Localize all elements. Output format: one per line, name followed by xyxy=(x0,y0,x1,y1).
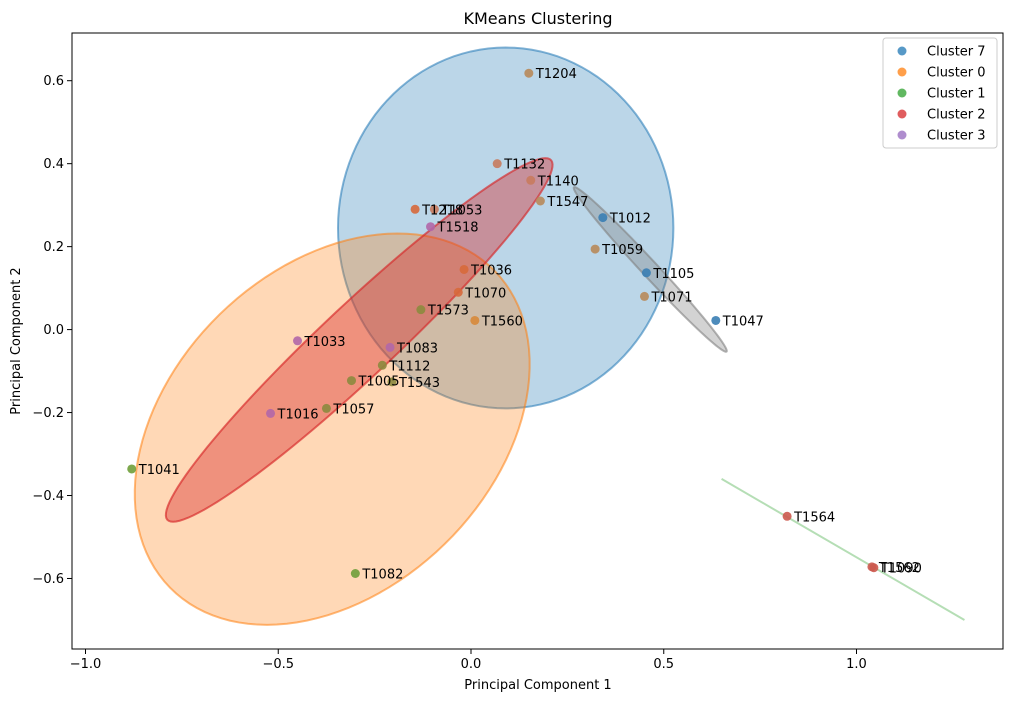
y-axis-ticks: −0.6 −0.4 −0.2 0.0 0.2 0.4 0.6 xyxy=(32,74,72,587)
data-point xyxy=(426,222,436,232)
x-axis-ticks: −1.0 −0.5 0.0 0.5 1.0 xyxy=(70,649,867,672)
cluster-ellipse xyxy=(164,157,554,523)
point-label: T1560 xyxy=(481,314,523,329)
data-point xyxy=(711,315,721,325)
data-point xyxy=(524,68,534,78)
point-label: T1005 xyxy=(357,375,399,390)
data-point xyxy=(639,291,649,301)
x-tick-label: 0.5 xyxy=(653,657,674,672)
data-points xyxy=(127,68,879,579)
legend-marker xyxy=(897,46,907,56)
legend-marker xyxy=(897,88,907,98)
point-label: T1053 xyxy=(440,203,482,218)
point-label: T1016 xyxy=(277,407,319,422)
data-point xyxy=(416,305,426,315)
legend-label: Cluster 2 xyxy=(927,108,986,123)
legend-box xyxy=(882,37,998,149)
point-label: T1112 xyxy=(388,359,430,374)
y-axis-label: Principal Component 2 xyxy=(9,267,24,414)
data-point xyxy=(869,563,879,573)
x-axis-label: Principal Component 1 xyxy=(464,678,611,693)
point-label: T1033 xyxy=(304,335,346,350)
x-tick-label: 1.0 xyxy=(846,657,867,672)
legend-marker xyxy=(897,130,907,140)
y-tick-label: 0.4 xyxy=(43,157,64,172)
y-tick-label: 0.6 xyxy=(43,74,64,89)
cluster-line xyxy=(721,478,965,621)
data-point xyxy=(321,403,331,413)
y-tick-label: −0.2 xyxy=(32,406,64,421)
legend-label: Cluster 1 xyxy=(927,87,986,102)
point-label: T1070 xyxy=(464,286,506,301)
data-point xyxy=(470,315,480,325)
point-label: T1573 xyxy=(427,304,469,319)
data-point xyxy=(590,244,600,254)
data-point xyxy=(385,342,395,352)
cluster-ellipse xyxy=(336,46,675,410)
legend-marker xyxy=(897,109,907,119)
data-point xyxy=(127,464,137,474)
data-point xyxy=(459,264,469,274)
point-label: T1140 xyxy=(537,174,579,189)
data-point xyxy=(641,268,651,278)
data-point xyxy=(266,408,276,418)
data-point xyxy=(453,287,463,297)
legend-marker xyxy=(897,67,907,77)
point-label: T1041 xyxy=(138,463,180,478)
x-tick-label: 0.0 xyxy=(461,657,482,672)
point-label: T1059 xyxy=(601,243,643,258)
legend-label: Cluster 3 xyxy=(927,129,986,144)
point-label: T1071 xyxy=(650,290,692,305)
point-label: T1204 xyxy=(535,67,577,82)
data-point xyxy=(377,360,387,370)
data-point xyxy=(350,569,360,579)
point-label: T1518 xyxy=(437,221,479,236)
point-label: T1012 xyxy=(609,212,651,227)
x-tick-label: −1.0 xyxy=(70,657,102,672)
point-label: T1132 xyxy=(503,158,545,173)
point-label: T1543 xyxy=(398,376,440,391)
point-label: T1036 xyxy=(470,263,512,278)
plot-frame xyxy=(71,32,1004,650)
y-tick-label: 0.0 xyxy=(43,323,64,338)
cluster-shapes xyxy=(133,46,965,626)
y-tick-label: −0.6 xyxy=(32,572,64,587)
point-label: T1562 xyxy=(878,561,920,576)
point-label: T1047 xyxy=(722,314,764,329)
cluster-ellipse xyxy=(572,186,728,353)
chart-title: KMeans Clustering xyxy=(463,9,612,28)
point-label: T1547 xyxy=(546,195,588,210)
data-point xyxy=(598,213,608,223)
point-label: T1083 xyxy=(396,341,438,356)
data-point xyxy=(293,336,303,346)
point-label: T1057 xyxy=(332,402,374,417)
data-point xyxy=(526,175,536,185)
data-point xyxy=(410,204,420,214)
cluster-ellipse xyxy=(133,232,531,626)
legend: Cluster 7 Cluster 0 Cluster 1 Cluster 2 Clus… xyxy=(882,37,998,149)
legend-label: Cluster 0 xyxy=(927,66,986,81)
point-label: T1218 xyxy=(421,203,463,218)
data-point xyxy=(535,196,545,206)
data-point xyxy=(346,376,356,386)
data-point xyxy=(782,511,792,521)
y-tick-label: −0.4 xyxy=(32,489,64,504)
y-tick-label: 0.2 xyxy=(43,240,64,255)
data-point xyxy=(429,204,439,214)
legend-label: Cluster 7 xyxy=(927,45,986,60)
data-point xyxy=(492,159,502,169)
point-label: T1082 xyxy=(361,568,403,583)
x-tick-label: −0.5 xyxy=(262,657,294,672)
point-label: T1564 xyxy=(793,510,835,525)
data-point xyxy=(387,377,397,387)
point-label: T1105 xyxy=(652,267,694,282)
point-label: T1090 xyxy=(880,562,922,577)
